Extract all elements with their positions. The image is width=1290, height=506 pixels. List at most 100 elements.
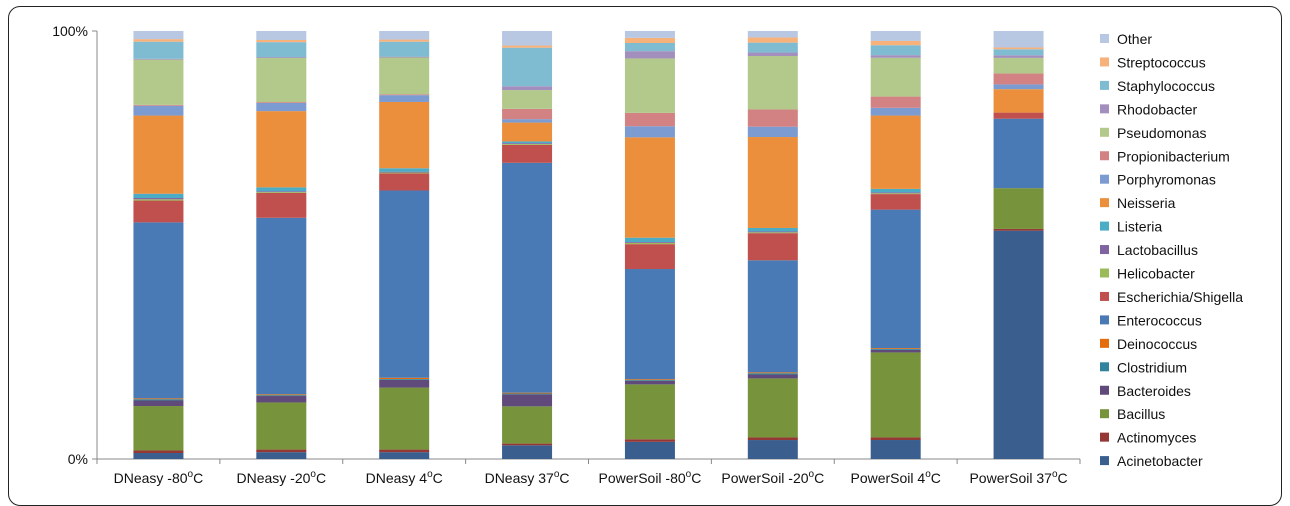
legend-swatch [1100, 338, 1109, 348]
bar-segment-staphylococcus-dneasy-80 [133, 41, 184, 59]
bar-segment-lactobacillus-dneasy-37 [502, 143, 553, 144]
bar-segment-bacillus-powersoil-80 [624, 384, 675, 440]
legend-swatch [1100, 198, 1109, 208]
bar-segment-other-dneasy-37 [502, 31, 553, 46]
bar-segment-streptococcus-powersoil-20 [747, 37, 798, 43]
bar-segment-porphyromonas-powersoil-20 [747, 126, 798, 138]
bar-segment-bacteroides-powersoil-4 [870, 349, 921, 353]
legend-entry-helicobacter: Helicobacter [1100, 266, 1195, 282]
y-tick-label: 100% [52, 23, 88, 39]
bar-segment-enterococcus-powersoil-37 [993, 118, 1044, 189]
bar-segment-rhodobacter-dneasy-4 [379, 56, 430, 58]
bar-segment-actinomyces-powersoil-20 [747, 437, 798, 441]
bar-segment-neisseria-powersoil-37 [993, 89, 1044, 113]
bar-segment-escherichia-shigella-powersoil-80 [624, 244, 675, 270]
legend-swatch [1100, 456, 1109, 466]
bar-segment-enterococcus-dneasy-20 [256, 217, 307, 395]
bar-segment-clostridium-dneasy-4 [379, 379, 430, 380]
legend-label: Neisseria [1117, 195, 1176, 211]
legend-entry-bacillus: Bacillus [1100, 406, 1165, 422]
bar-segment-pseudomonas-dneasy-80 [133, 59, 184, 105]
x-tick-label-powersoil-4: PowerSoil 4oC [850, 469, 940, 486]
bar-segment-listeria-dneasy-80 [133, 193, 184, 199]
bar-segment-streptococcus-dneasy-37 [502, 45, 553, 48]
bar-segment-helicobacter-dneasy-20 [256, 192, 307, 193]
bar-segment-actinomyces-dneasy-37 [502, 443, 553, 446]
legend-label: Porphyromonas [1117, 172, 1216, 188]
legend-entry-acinetobacter: Acinetobacter [1100, 453, 1203, 469]
bar-segment-pseudomonas-dneasy-20 [256, 57, 307, 103]
legend-swatch [1100, 315, 1109, 325]
bar-segment-neisseria-dneasy-80 [133, 115, 184, 194]
legend-swatch [1100, 432, 1109, 442]
legend-label: Rhodobacter [1117, 101, 1198, 117]
bar-segment-bacillus-dneasy-80 [133, 406, 184, 451]
bar-segment-bacillus-dneasy-37 [502, 406, 553, 444]
bar-segment-propionibacterium-powersoil-20 [747, 109, 798, 127]
x-tick-label-dneasy-80: DNeasy -80oC [114, 469, 204, 486]
x-tick-label-powersoil-20: PowerSoil -20oC [721, 469, 824, 486]
legend-entry-other: Other [1100, 31, 1152, 47]
bar-segment-lactobacillus-powersoil-20 [747, 231, 798, 233]
bar-segment-other-powersoil-80 [624, 31, 675, 38]
bar-segment-rhodobacter-powersoil-20 [747, 52, 798, 56]
legend-swatch [1100, 409, 1109, 419]
bar-segment-escherichia-shigella-dneasy-20 [256, 192, 307, 218]
bar-segment-neisseria-dneasy-37 [502, 122, 553, 142]
bar-segment-propionibacterium-dneasy-20 [256, 102, 307, 103]
legend-swatch [1100, 291, 1109, 301]
bar-segment-enterococcus-powersoil-4 [870, 209, 921, 349]
bar-segment-bacteroides-powersoil-20 [747, 374, 798, 379]
legend: Other Streptococcus Staphylococcus Rhodobac… [1100, 31, 1243, 469]
bar-segment-acinetobacter-powersoil-20 [747, 440, 798, 459]
bar-segment-deinococcus-powersoil-80 [624, 379, 675, 381]
legend-entry-streptococcus: Streptococcus [1100, 54, 1206, 70]
legend-swatch [1100, 385, 1109, 395]
bar-segment-streptococcus-dneasy-4 [379, 39, 430, 42]
bar-segment-escherichia-shigella-dneasy-37 [502, 144, 553, 163]
bar-segment-enterococcus-dneasy-4 [379, 190, 430, 378]
legend-label: Bacillus [1117, 406, 1165, 422]
legend-label: Bacteroides [1117, 383, 1191, 399]
bar-segment-listeria-dneasy-37 [502, 141, 553, 144]
bar-segment-actinomyces-powersoil-4 [870, 437, 921, 441]
bar-segment-streptococcus-dneasy-80 [133, 39, 184, 42]
bar-segment-neisseria-powersoil-20 [747, 137, 798, 228]
bar-segment-neisseria-dneasy-4 [379, 101, 430, 169]
bar-segment-other-powersoil-37 [993, 31, 1044, 48]
bar-segment-actinomyces-powersoil-37 [993, 228, 1044, 231]
legend-swatch [1100, 268, 1109, 278]
legend-label: Lactobacillus [1117, 242, 1198, 258]
legend-label: Deinococcus [1117, 336, 1197, 352]
bar-segment-streptococcus-dneasy-20 [256, 39, 307, 43]
legend-label: Streptococcus [1117, 54, 1206, 70]
bar-segment-clostridium-dneasy-37 [502, 393, 553, 395]
bar-segment-other-powersoil-20 [747, 31, 798, 38]
bar-segment-other-powersoil-4 [870, 31, 921, 41]
bar-segment-staphylococcus-dneasy-20 [256, 42, 307, 58]
bar-segment-enterococcus-dneasy-80 [133, 222, 184, 399]
bar-segment-clostridium-powersoil-20 [747, 373, 798, 375]
bar-segment-actinomyces-dneasy-80 [133, 450, 184, 454]
bar-segment-actinomyces-dneasy-20 [256, 449, 307, 453]
bar-segment-clostridium-powersoil-80 [624, 380, 675, 381]
bar-segment-propionibacterium-powersoil-37 [993, 73, 1044, 85]
bar-segment-deinococcus-dneasy-4 [379, 377, 430, 380]
bar-segment-acinetobacter-dneasy-4 [379, 452, 430, 459]
legend-label: Listeria [1117, 219, 1162, 235]
legend-entry-porphyromonas: Porphyromonas [1100, 172, 1216, 188]
bar-segment-acinetobacter-powersoil-4 [870, 440, 921, 459]
legend-entry-clostridium: Clostridium [1100, 359, 1187, 375]
bar-segment-listeria-powersoil-4 [870, 188, 921, 193]
bar-segment-escherichia-shigella-powersoil-37 [993, 112, 1044, 119]
legend-entry-actinomyces: Actinomyces [1100, 430, 1196, 446]
bar-segment-porphyromonas-powersoil-80 [624, 126, 675, 138]
bar-segment-porphyromonas-dneasy-37 [502, 119, 553, 123]
bar-segment-staphylococcus-powersoil-4 [870, 45, 921, 56]
plot-area [96, 31, 1080, 460]
legend-entry-deinococcus: Deinococcus [1100, 336, 1197, 352]
bar-segment-neisseria-powersoil-4 [870, 115, 921, 189]
legend-swatch [1100, 57, 1109, 67]
bar-segment-escherichia-shigella-dneasy-80 [133, 200, 184, 223]
bar-segment-escherichia-shigella-dneasy-4 [379, 173, 430, 191]
